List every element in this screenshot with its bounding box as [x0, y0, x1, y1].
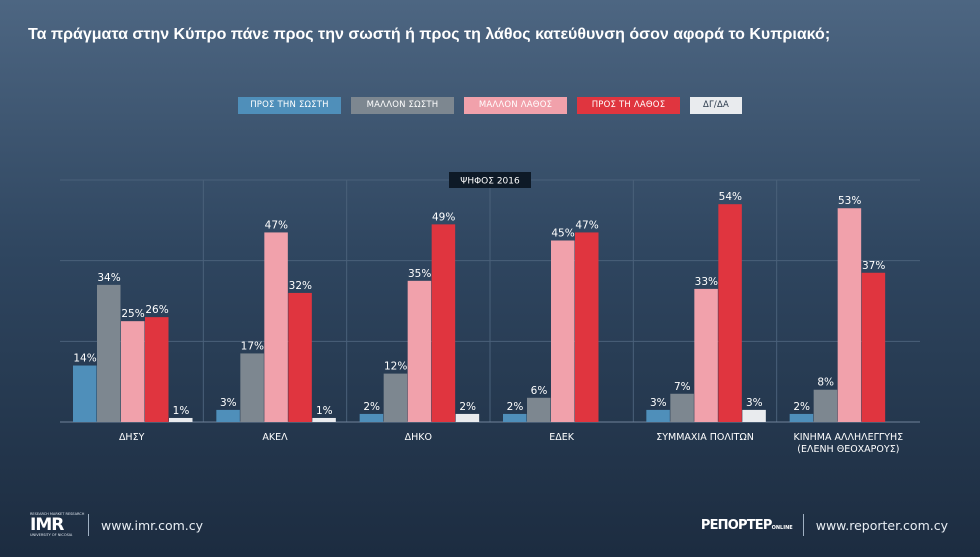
data-label: 47% — [575, 219, 598, 231]
bar — [813, 389, 838, 422]
data-label: 49% — [432, 211, 455, 223]
data-label: 54% — [719, 191, 742, 203]
bar — [670, 393, 694, 422]
legend-item: ΠΡΟΣ ΤΗΝ ΣΩΣΤΗ — [238, 97, 341, 114]
bar — [431, 224, 456, 422]
data-label: 37% — [862, 260, 885, 272]
footer-left: RESEARCH MARKET RESEARCH IMR UNIVERSITY … — [30, 512, 203, 538]
bar — [551, 240, 575, 422]
bar — [121, 321, 145, 422]
category-label: ΑΚΕΛ — [262, 432, 288, 443]
data-label: 2% — [507, 401, 524, 413]
data-label: 34% — [97, 272, 120, 284]
bar — [789, 413, 814, 422]
data-label: 45% — [551, 228, 574, 240]
bar — [97, 284, 121, 422]
bar — [407, 280, 432, 422]
bar — [861, 272, 886, 422]
panel-label-box — [449, 172, 531, 188]
data-label: 7% — [674, 381, 691, 393]
data-label: 17% — [241, 340, 264, 352]
footer-divider — [88, 514, 89, 536]
data-label: 25% — [121, 308, 144, 320]
footer-divider — [802, 514, 804, 536]
bar — [694, 288, 718, 422]
category-label: ΕΔΕΚ — [549, 432, 575, 443]
data-label: 8% — [817, 377, 834, 389]
category-label: ΔΗΣΥ — [119, 432, 145, 443]
bar — [455, 413, 480, 422]
bar — [359, 413, 384, 422]
footer-right: РЕПОРТЕРONLINE www.reporter.com.cy — [701, 512, 948, 538]
data-label: 3% — [746, 397, 763, 409]
data-label: 47% — [265, 219, 288, 231]
legend-item: ΠΡΟΣ ΤΗ ΛΑΘΟΣ — [577, 97, 680, 114]
bar — [575, 232, 599, 422]
category-label: ΣΥΜΜΑΧΙΑ ΠΟΛΙΤΩΝ — [656, 432, 754, 443]
data-label: 3% — [220, 397, 237, 409]
bar — [646, 409, 670, 422]
bar — [718, 204, 742, 422]
bar — [288, 292, 312, 422]
bar — [383, 373, 408, 422]
bar — [312, 417, 336, 422]
data-label: 6% — [531, 385, 548, 397]
legend-item: ΜΑΛΛΟΝ ΛΑΘΟΣ — [464, 97, 567, 114]
panel-label: ΨΗΦΟΣ 2016 — [460, 177, 520, 187]
chart-title: Τα πράγματα στην Κύπρο πάνε προς την σωσ… — [28, 26, 831, 43]
category-label: (ΕΛΕΝΗ ΘΕΟΧΑΡΟΥΣ) — [797, 444, 899, 455]
chart-legend: ΠΡΟΣ ΤΗΝ ΣΩΣΤΗ ΜΑΛΛΟΝ ΣΩΣΤΗ ΜΑΛΛΟΝ ΛΑΘΟΣ ΠΡ… — [0, 97, 980, 117]
bar — [145, 317, 169, 422]
data-label: 1% — [173, 405, 190, 417]
data-label: 32% — [289, 280, 312, 292]
bar — [169, 417, 193, 422]
data-label: 33% — [695, 276, 718, 288]
data-label: 26% — [145, 304, 168, 316]
imr-logo: RESEARCH MARKET RESEARCH IMR UNIVERSITY … — [30, 512, 85, 537]
bar — [216, 409, 240, 422]
bar — [742, 409, 766, 422]
bar — [837, 208, 862, 422]
reporter-logo: РЕПОРТЕРONLINE — [700, 517, 793, 533]
data-label: 2% — [793, 401, 810, 413]
data-label: 53% — [838, 195, 861, 207]
reporter-url[interactable]: www.reporter.com.cy — [815, 517, 948, 533]
bar — [240, 353, 264, 422]
bar — [73, 365, 97, 422]
data-label: 3% — [650, 397, 667, 409]
data-label: 14% — [73, 353, 96, 365]
data-label: 35% — [408, 268, 431, 280]
legend-item: ΜΑΛΛΟΝ ΣΩΣΤΗ — [351, 97, 454, 114]
category-label: ΔΗΚΟ — [405, 432, 432, 443]
legend-item: ΔΓ/ΔΑ — [690, 97, 742, 114]
bar — [264, 232, 288, 422]
category-label: ΚΙΝΗΜΑ ΑΛΛΗΛΕΓΓΥΗΣ — [793, 432, 903, 443]
data-label: 2% — [459, 401, 476, 413]
bar — [527, 397, 551, 422]
data-label: 2% — [363, 401, 380, 413]
bar-chart: ΨΗΦΟΣ 2016 14% 34% 25% 26% 1% ΔΗΣΥ 3% 17% 47% 32% 1… — [60, 172, 920, 455]
bar — [503, 413, 527, 422]
data-label: 12% — [384, 361, 407, 373]
data-label: 1% — [316, 405, 333, 417]
imr-url[interactable]: www.imr.com.cy — [101, 517, 204, 533]
